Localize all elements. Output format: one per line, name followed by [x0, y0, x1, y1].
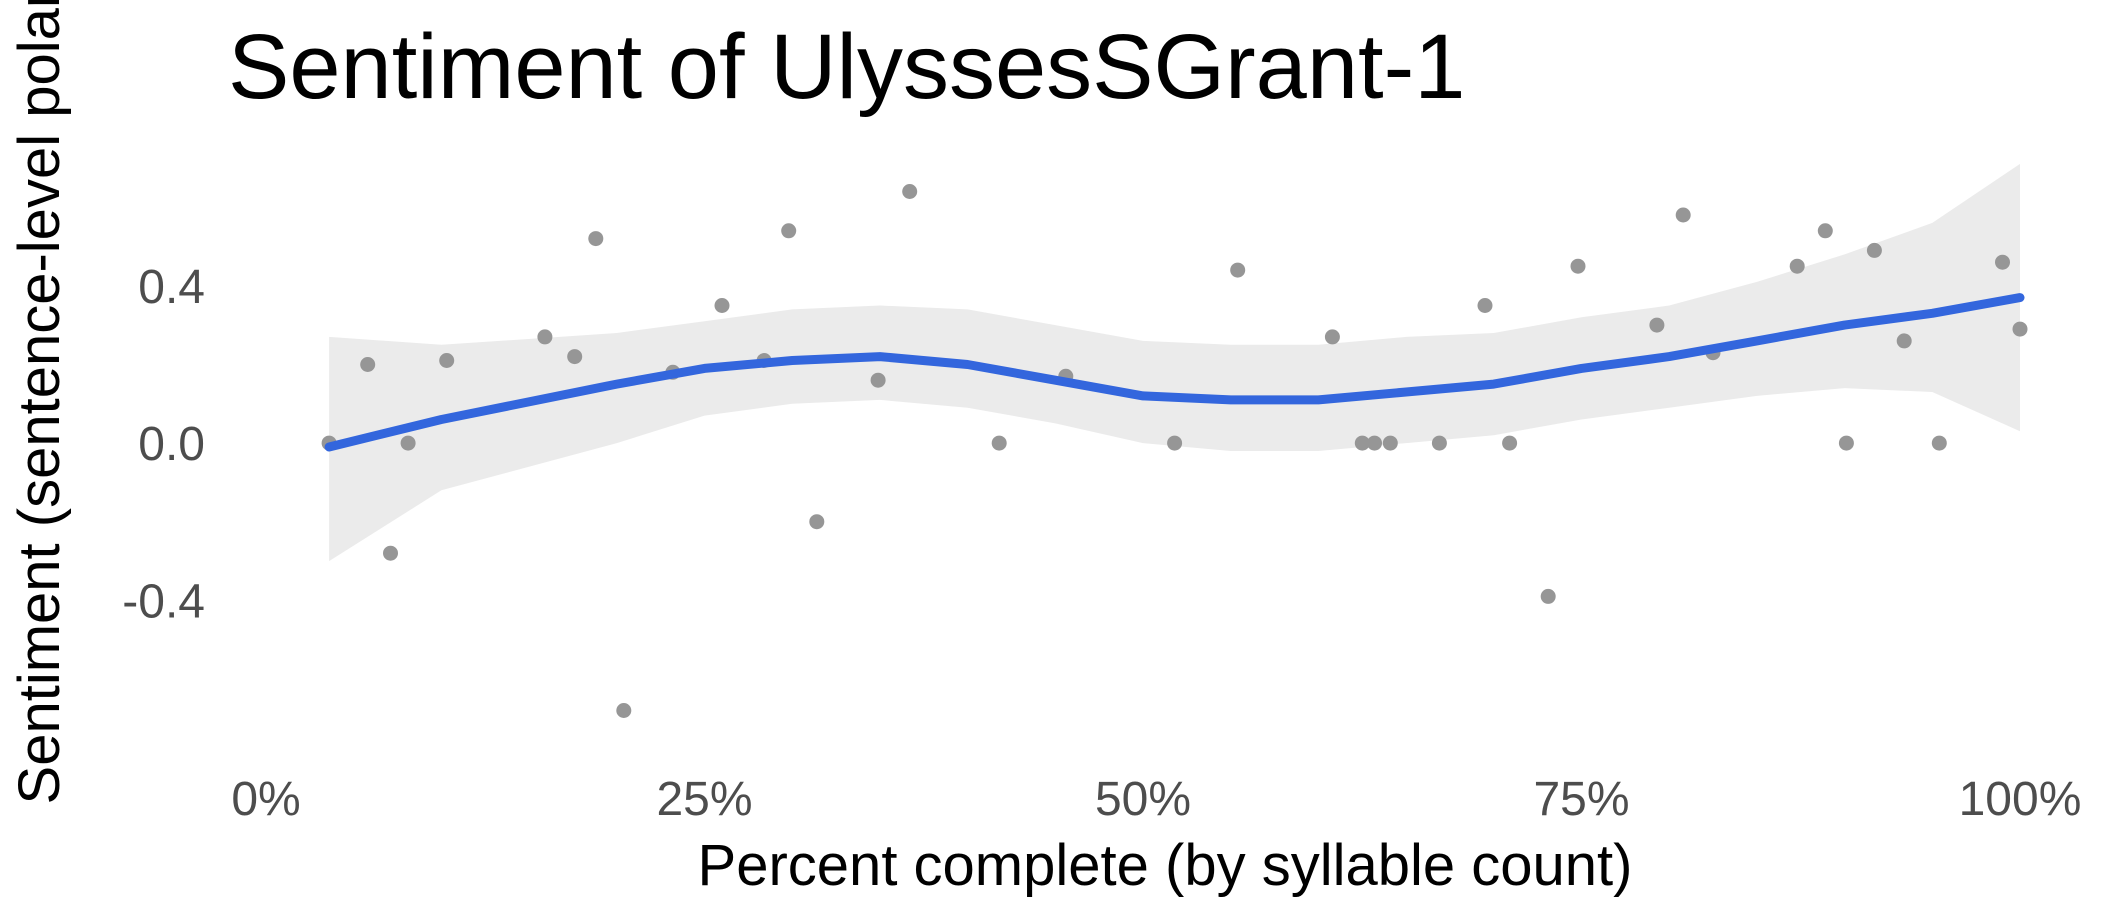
- data-point: [714, 298, 730, 313]
- data-point: [1866, 242, 1882, 258]
- data-point: [1324, 329, 1340, 345]
- data-point: [1675, 207, 1691, 223]
- data-point: [1167, 435, 1183, 451]
- data-point: [1649, 317, 1665, 333]
- data-point: [1382, 435, 1398, 451]
- x-tick-label: 75%: [1533, 773, 1629, 826]
- data-point: [1789, 258, 1805, 274]
- data-point: [1838, 435, 1854, 451]
- data-point: [1477, 298, 1493, 313]
- x-tick-label: 25%: [656, 773, 752, 826]
- confidence-band: [329, 163, 2021, 562]
- data-point: [2012, 321, 2028, 337]
- data-point: [1502, 435, 1518, 451]
- data-point: [902, 184, 918, 199]
- data-point: [616, 703, 632, 718]
- data-point: [1817, 223, 1833, 239]
- scatter-points: [321, 184, 2028, 718]
- data-point: [1570, 258, 1586, 274]
- data-point: [870, 372, 886, 388]
- plot-area: [321, 163, 2028, 718]
- data-point: [383, 545, 398, 561]
- x-tick-label: 50%: [1095, 773, 1191, 826]
- y-axis-title: Sentiment (sentence-level polarity): [7, 0, 72, 804]
- data-point: [1431, 435, 1447, 451]
- x-axis-title: Percent complete (by syllable count): [698, 833, 1633, 898]
- data-point: [1995, 254, 2010, 270]
- data-point: [1230, 262, 1246, 278]
- y-tick-label: 0.4: [138, 261, 205, 314]
- data-point: [1540, 588, 1556, 604]
- data-point: [1354, 435, 1370, 451]
- y-axis-ticks: 0.4 0.0 -0.4: [122, 261, 205, 629]
- x-axis-ticks: 0% 25% 50% 75% 100%: [231, 773, 2081, 826]
- data-point: [1367, 435, 1382, 451]
- data-point: [809, 514, 825, 530]
- x-tick-label: 0%: [231, 773, 300, 826]
- y-tick-label: -0.4: [122, 575, 205, 628]
- data-point: [567, 349, 583, 365]
- chart-title: Sentiment of UlyssesSGrant-1: [228, 16, 1465, 118]
- data-point: [400, 435, 416, 451]
- data-point: [991, 435, 1007, 451]
- data-point: [360, 357, 376, 372]
- data-point: [1896, 333, 1912, 349]
- data-point: [439, 353, 455, 368]
- data-point: [537, 329, 553, 345]
- y-tick-label: 0.0: [138, 418, 205, 471]
- x-tick-label: 100%: [1959, 773, 2082, 826]
- data-point: [1931, 435, 1947, 451]
- data-point: [588, 231, 604, 247]
- data-point: [781, 223, 797, 239]
- smooth-line: [324, 293, 2025, 452]
